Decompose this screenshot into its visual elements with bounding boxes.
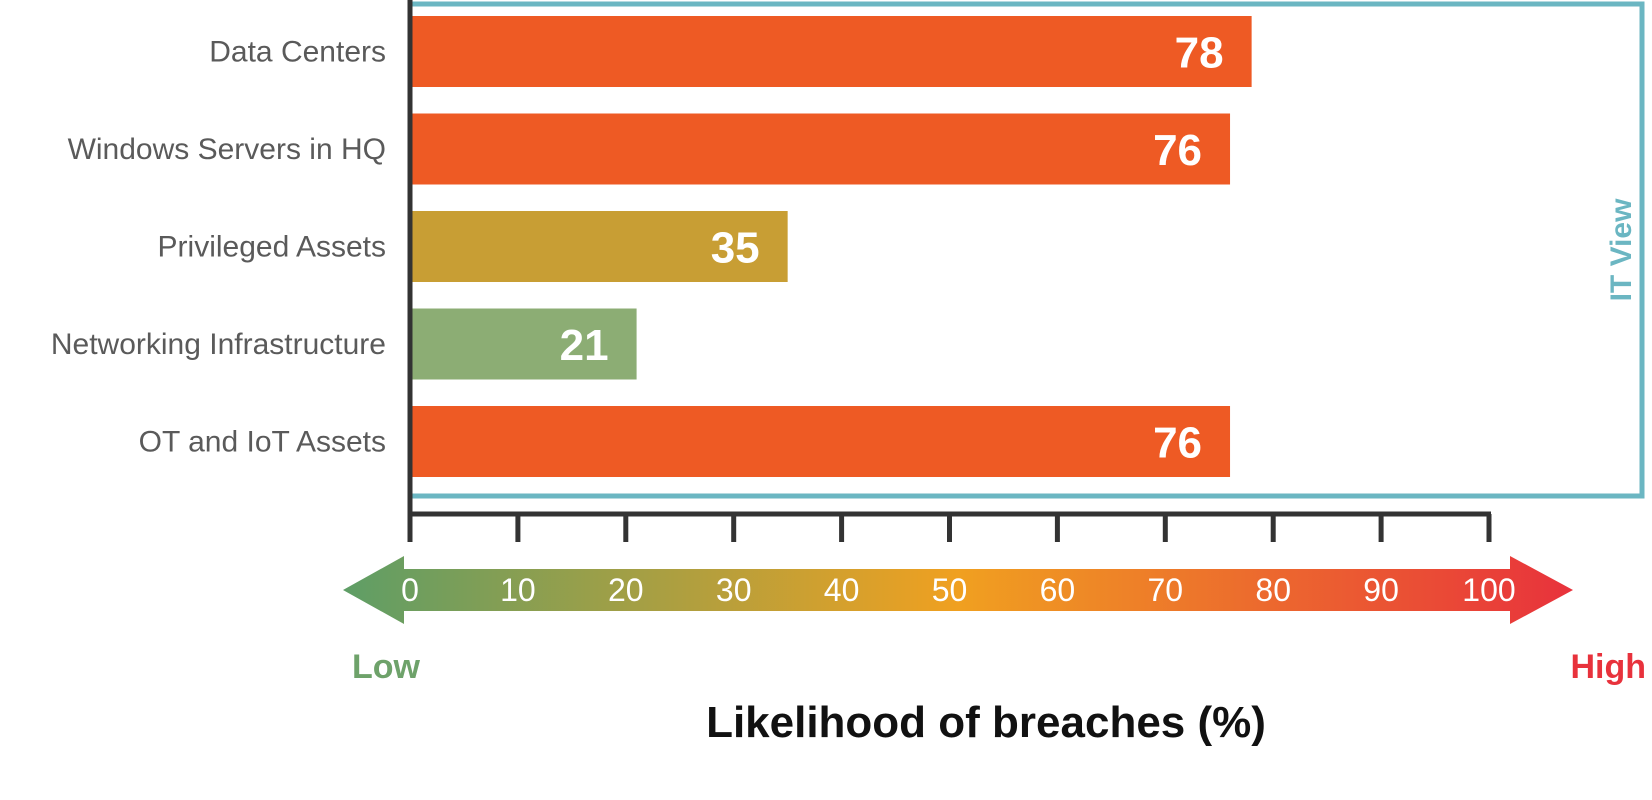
scale-label-0: 0	[401, 572, 419, 608]
scale-label-90: 90	[1363, 572, 1399, 608]
scale-label-20: 20	[608, 572, 644, 608]
value-label-data-centers: 78	[1175, 29, 1224, 78]
value-label-networking-infrastructure: 21	[560, 321, 609, 370]
bar-data-centers	[410, 16, 1252, 87]
scale-label-60: 60	[1040, 572, 1076, 608]
bar-networking-infrastructure	[410, 308, 637, 380]
value-label-windows-servers-in-hq: 76	[1153, 126, 1202, 175]
high-label: High	[1570, 648, 1646, 686]
bar-windows-servers-in-hq	[410, 113, 1231, 185]
scale-tick-labels: 0 10 20 30 40 50 60 70 80 90 100	[401, 572, 1516, 608]
scale-label-10: 10	[500, 572, 536, 608]
bars-layer: Data Centers 78 Windows Servers in HQ 76 Pri…	[51, 16, 1252, 477]
it-view-group-frame	[410, 1, 1645, 499]
low-label: Low	[352, 648, 421, 686]
scale-label-70: 70	[1148, 572, 1184, 608]
category-label-data-centers: Data Centers	[209, 36, 386, 69]
category-label-privileged-assets: Privileged Assets	[158, 231, 386, 264]
scale-label-40: 40	[824, 572, 860, 608]
scale-label-80: 80	[1255, 572, 1291, 608]
x-axis-title: Likelihood of breaches (%)	[706, 698, 1266, 747]
scale-label-100: 100	[1462, 572, 1515, 608]
x-axis-ticks	[407, 514, 1492, 542]
bar-privileged-assets	[410, 211, 788, 282]
bar-ot-and-iot-assets	[410, 406, 1231, 477]
scale-label-50: 50	[932, 572, 968, 608]
scale-label-30: 30	[716, 572, 752, 608]
category-label-networking-infrastructure: Networking Infrastructure	[51, 328, 386, 361]
value-label-privileged-assets: 35	[711, 224, 760, 273]
category-label-ot-and-iot-assets: OT and IoT Assets	[139, 426, 386, 459]
value-label-ot-and-iot-assets: 76	[1153, 419, 1202, 468]
category-label-windows-servers-in-hq: Windows Servers in HQ	[68, 133, 386, 166]
likelihood-scale-arrow	[343, 556, 1573, 624]
it-view-label: IT View	[1605, 198, 1638, 301]
